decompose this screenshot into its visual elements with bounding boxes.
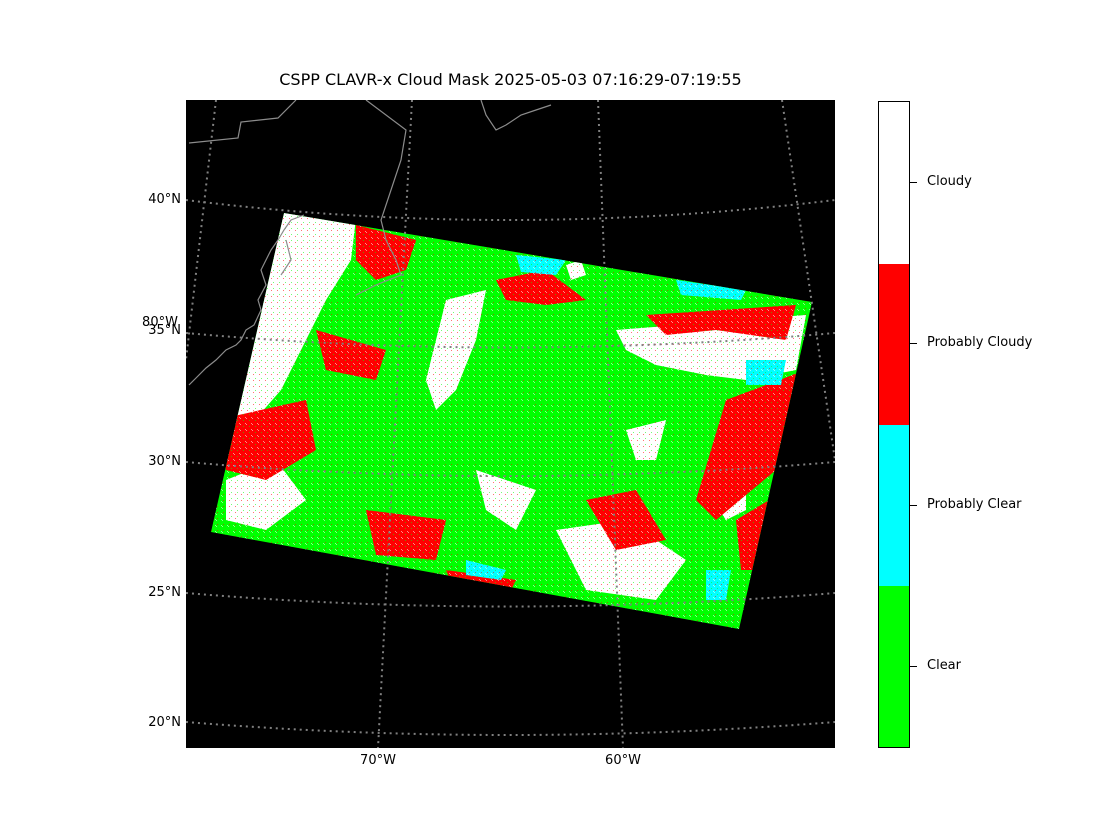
satellite-swath	[211, 213, 812, 629]
graticule	[186, 100, 835, 748]
longitude-label: 80°W	[142, 315, 178, 330]
latitude-label: 35°N	[148, 323, 181, 338]
map-panel[interactable]	[186, 100, 835, 748]
longitude-label: 60°W	[605, 753, 641, 768]
colorbar-tick	[910, 505, 917, 506]
colorbar-segment-probably-clear	[879, 425, 909, 586]
legend-label-probably-clear: Probably Clear	[927, 497, 1022, 512]
latitude-label: 30°N	[148, 454, 181, 469]
legend-label-clear: Clear	[927, 658, 961, 673]
latitude-label: 40°N	[148, 192, 181, 207]
legend-label-cloudy: Cloudy	[927, 174, 972, 189]
colorbar-segment-probably-cloudy	[879, 264, 909, 425]
colorbar-segment-cloudy	[879, 102, 909, 264]
map-canvas	[186, 100, 835, 748]
latitude-label: 20°N	[148, 715, 181, 730]
colorbar	[878, 101, 910, 748]
colorbar-tick	[910, 666, 917, 667]
coastline	[188, 100, 552, 386]
map-title: CSPP CLAVR-x Cloud Mask 2025-05-03 07:16…	[279, 70, 742, 89]
colorbar-segment-clear	[879, 586, 909, 747]
colorbar-tick	[910, 343, 917, 344]
longitude-label: 70°W	[360, 753, 396, 768]
colorbar-tick	[910, 182, 917, 183]
latitude-label: 25°N	[148, 585, 181, 600]
legend-label-probably-cloudy: Probably Cloudy	[927, 335, 1033, 350]
